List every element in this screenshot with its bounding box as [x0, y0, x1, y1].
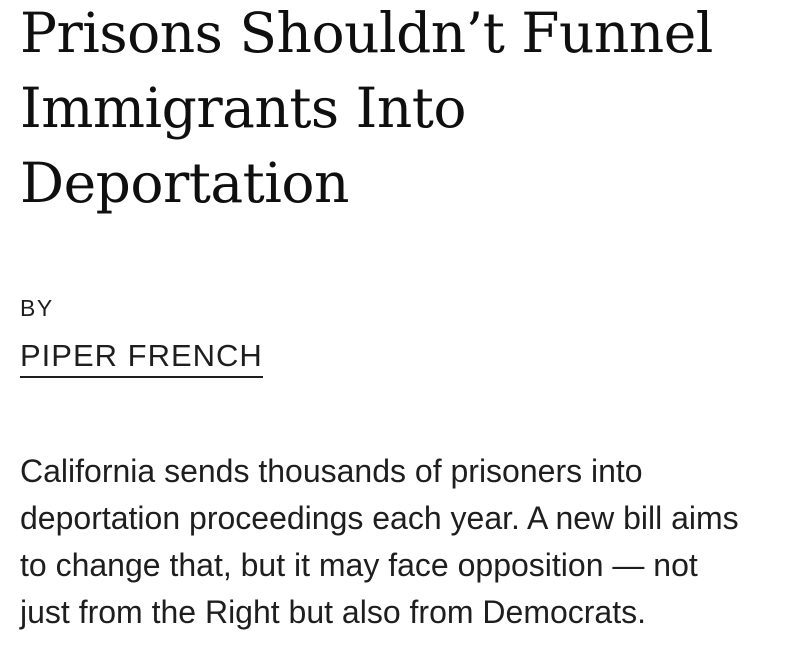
article-dek: California sends thousands of prisoners … [20, 448, 775, 636]
author-link[interactable]: PIPER FRENCH [20, 338, 263, 378]
dek-line: deportation proceedings each year. A new… [20, 500, 739, 536]
byline-prefix: BY [20, 295, 54, 321]
title-line: Deportation [20, 151, 349, 215]
title-line: Prisons Shouldn’t Funnel [20, 1, 713, 65]
dek-line: to change that, but it may face oppositi… [20, 547, 698, 583]
title-line: Immigrants Into [20, 76, 467, 140]
dek-line: California sends thousands of prisoners … [20, 453, 643, 489]
dek-line: just from the Right but also from Democr… [20, 594, 646, 630]
page-title: Prisons Shouldn’t Funnel Immigrants Into… [20, 0, 775, 221]
byline: BY PIPER FRENCH [20, 294, 775, 378]
